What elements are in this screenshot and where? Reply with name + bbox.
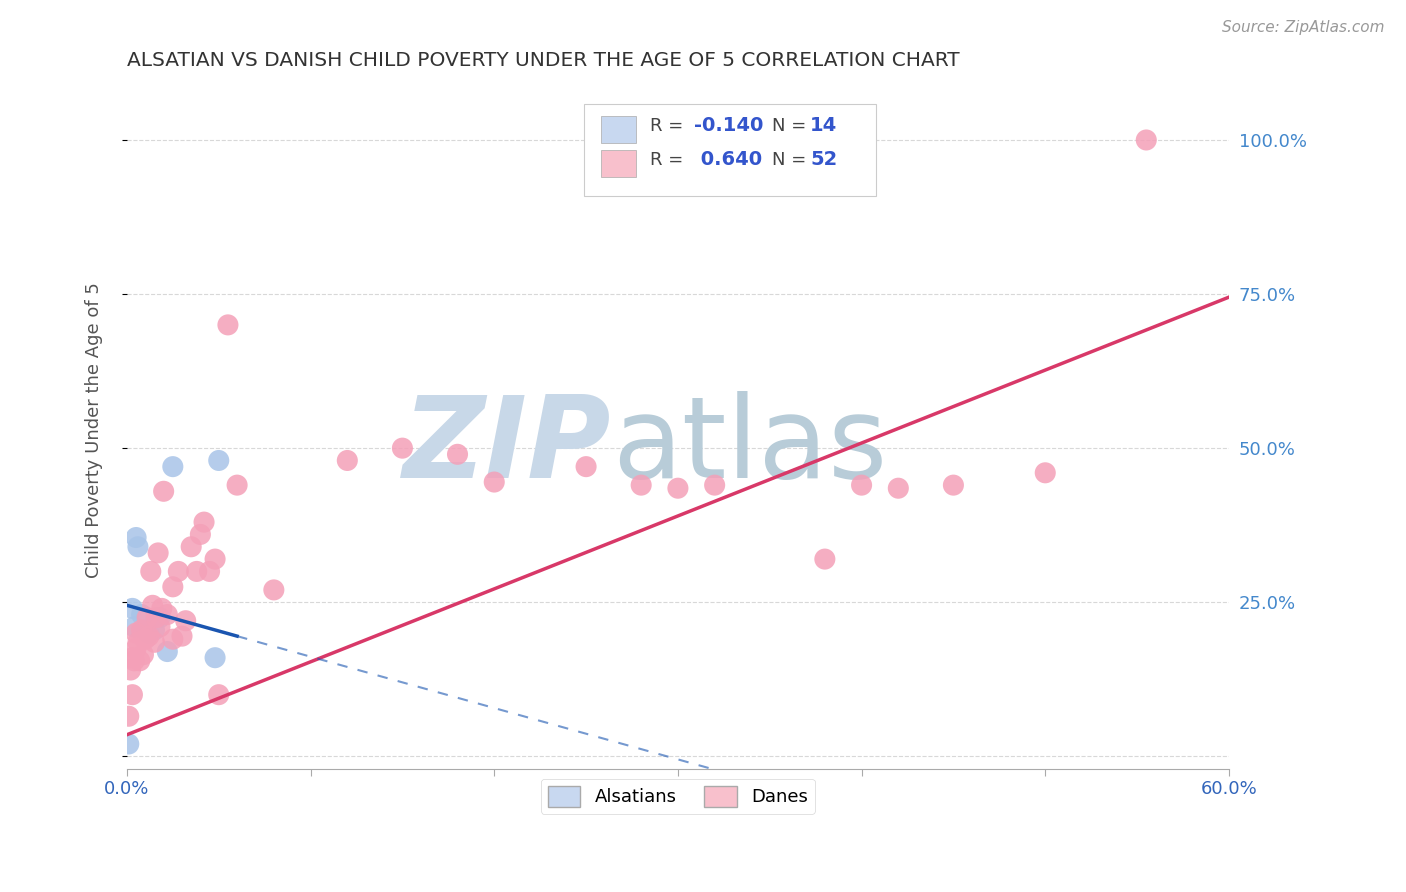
- Point: [125, 641, 148, 656]
- Point: [142, 599, 165, 613]
- Text: 52: 52: [810, 151, 838, 169]
- Point: [263, 582, 285, 597]
- Point: [145, 610, 167, 624]
- Point: [887, 481, 910, 495]
- Bar: [600, 116, 636, 143]
- Point: [156, 607, 179, 622]
- Point: [703, 478, 725, 492]
- Point: [150, 601, 173, 615]
- Y-axis label: Child Poverty Under the Age of 5: Child Poverty Under the Age of 5: [86, 282, 103, 578]
- Point: [118, 737, 141, 751]
- Point: [575, 459, 598, 474]
- Point: [162, 459, 184, 474]
- Point: [120, 663, 142, 677]
- Point: [942, 478, 965, 492]
- Point: [125, 626, 148, 640]
- Point: [121, 601, 143, 615]
- Point: [190, 527, 212, 541]
- Point: [143, 635, 166, 649]
- Text: 14: 14: [810, 117, 838, 136]
- Point: [391, 441, 413, 455]
- Text: ZIP: ZIP: [404, 391, 612, 502]
- Point: [122, 620, 145, 634]
- Point: [139, 565, 162, 579]
- Point: [138, 629, 160, 643]
- Point: [132, 648, 155, 662]
- Text: Source: ZipAtlas.com: Source: ZipAtlas.com: [1222, 20, 1385, 35]
- Point: [446, 447, 468, 461]
- Text: ALSATIAN VS DANISH CHILD POVERTY UNDER THE AGE OF 5 CORRELATION CHART: ALSATIAN VS DANISH CHILD POVERTY UNDER T…: [127, 51, 959, 70]
- Point: [484, 475, 506, 489]
- Point: [156, 644, 179, 658]
- Point: [146, 546, 169, 560]
- Text: R =: R =: [651, 117, 689, 135]
- Point: [149, 610, 172, 624]
- Point: [198, 565, 221, 579]
- Point: [180, 540, 202, 554]
- Point: [162, 632, 184, 647]
- Point: [1033, 466, 1056, 480]
- Point: [208, 453, 231, 467]
- Point: [666, 481, 689, 495]
- Point: [149, 620, 172, 634]
- Bar: [600, 150, 636, 177]
- Point: [226, 478, 249, 492]
- Point: [167, 565, 190, 579]
- Point: [1135, 133, 1157, 147]
- Point: [127, 540, 149, 554]
- Point: [131, 607, 153, 622]
- Text: R =: R =: [651, 151, 689, 169]
- Point: [170, 629, 193, 643]
- Point: [121, 650, 143, 665]
- Text: atlas: atlas: [612, 391, 887, 502]
- Point: [204, 552, 226, 566]
- Point: [217, 318, 239, 332]
- Point: [122, 654, 145, 668]
- Point: [204, 650, 226, 665]
- Point: [208, 688, 231, 702]
- Point: [125, 531, 148, 545]
- Point: [162, 580, 184, 594]
- Point: [814, 552, 837, 566]
- Point: [121, 688, 143, 702]
- Point: [851, 478, 873, 492]
- Text: N =: N =: [772, 117, 811, 135]
- Text: 0.640: 0.640: [695, 151, 762, 169]
- Point: [136, 610, 159, 624]
- Point: [630, 478, 652, 492]
- Point: [138, 626, 160, 640]
- Point: [131, 623, 153, 637]
- Point: [127, 635, 149, 649]
- FancyBboxPatch shape: [585, 104, 876, 195]
- Text: N =: N =: [772, 151, 811, 169]
- Point: [174, 614, 197, 628]
- Point: [193, 515, 215, 529]
- Point: [152, 484, 174, 499]
- Point: [143, 623, 166, 637]
- Point: [128, 654, 150, 668]
- Text: -0.140: -0.140: [695, 117, 763, 136]
- Point: [336, 453, 359, 467]
- Point: [118, 709, 141, 723]
- Point: [134, 632, 156, 647]
- Point: [134, 623, 156, 637]
- Point: [186, 565, 208, 579]
- Legend: Alsatians, Danes: Alsatians, Danes: [541, 779, 815, 814]
